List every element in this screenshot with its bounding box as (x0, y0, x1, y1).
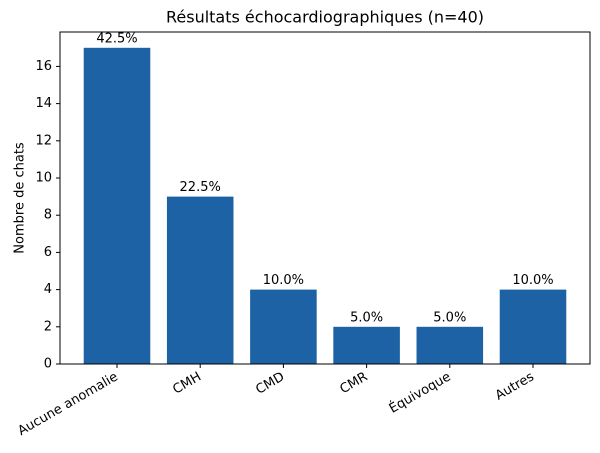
y-axis-label: Nombre de chats (13, 142, 28, 254)
y-tick-label: 10 (35, 171, 52, 186)
value-label: 22.5% (180, 180, 221, 195)
x-tick-label: Équivoque (386, 369, 453, 417)
value-label: 5.0% (433, 310, 466, 325)
x-tick-label: CMD (253, 370, 287, 398)
chart-title: Résultats échocardiographiques (n=40) (166, 8, 484, 27)
y-tick-label: 2 (44, 319, 52, 334)
y-tick-label: 8 (44, 208, 52, 223)
value-label: 5.0% (350, 310, 383, 325)
value-label: 10.0% (512, 273, 553, 288)
y-tick-label: 0 (44, 357, 52, 372)
value-label: 42.5% (96, 31, 137, 46)
bar (250, 289, 317, 364)
x-tick-label: Aucune anomalie (15, 370, 120, 439)
x-tick-label: CMH (170, 370, 204, 398)
y-tick-label: 4 (44, 282, 52, 297)
plot-frame (59, 31, 591, 365)
x-tick-label: Autres (493, 369, 537, 403)
bar (416, 326, 484, 364)
value-label: 10.0% (263, 273, 304, 288)
x-tick-label: CMR (337, 370, 370, 398)
y-tick-label: 12 (35, 133, 52, 148)
bar (166, 196, 234, 364)
bar (83, 47, 151, 365)
y-tick-label: 14 (35, 96, 52, 111)
y-tick-label: 16 (35, 59, 52, 74)
bar (333, 326, 400, 364)
y-tick-label: 6 (44, 245, 52, 260)
bar (499, 289, 567, 364)
